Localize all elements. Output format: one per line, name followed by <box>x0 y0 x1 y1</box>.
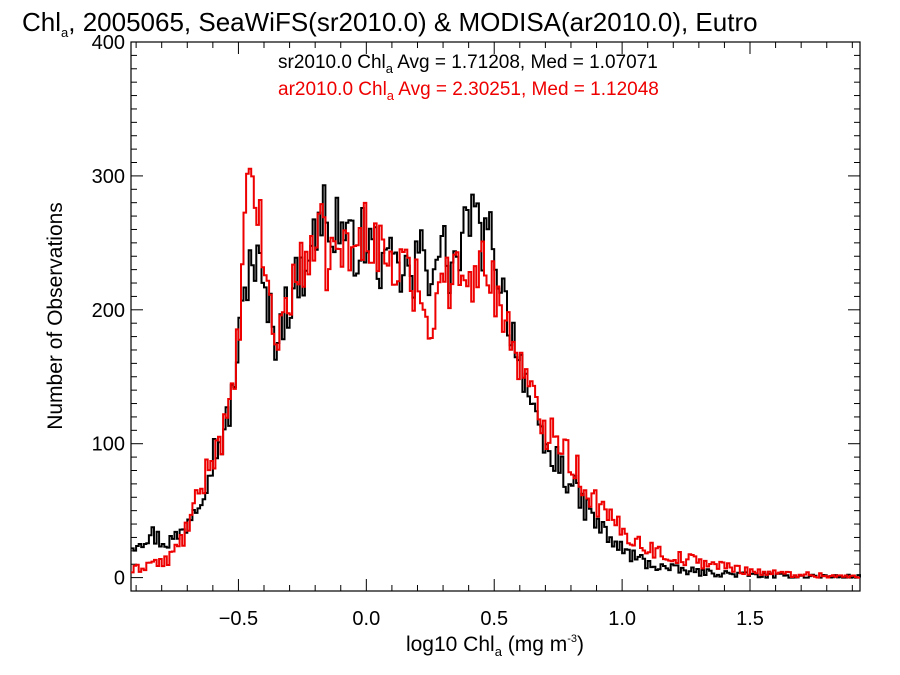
y-ticks: 0 100 200 300 400 <box>92 32 860 590</box>
y-axis-label: Number of Observations <box>44 202 67 430</box>
legend-black-subscript: a <box>386 61 394 76</box>
y-tick-label: 400 <box>92 32 125 54</box>
legend-black-prefix: sr2010.0 Chl <box>278 52 386 73</box>
y-tick-label: 300 <box>92 166 125 188</box>
x-tick-label: −0.5 <box>219 608 258 630</box>
series-group <box>131 167 861 579</box>
histogram-series-red <box>131 167 860 579</box>
x-axis-label-subscript: a <box>495 644 503 659</box>
x-axis-label-suffix: ) <box>577 633 584 656</box>
chart-title-subscript: a <box>61 25 69 40</box>
histogram-series-black <box>131 184 861 579</box>
x-tick-label: 1.5 <box>736 608 764 630</box>
plot-frame <box>130 41 861 592</box>
legend-red-suffix: Avg = 2.30251, Med = 1.12048 <box>394 79 659 100</box>
legend-red-prefix: ar2010.0 Chl <box>278 79 387 100</box>
x-axis-label-middle: (mg m <box>502 633 567 656</box>
x-tick-label: 1.0 <box>608 608 636 630</box>
legend-red-subscript: a <box>387 88 395 103</box>
x-ticks: −0.5 0.0 0.5 1.0 1.5 <box>135 42 853 630</box>
chart-title-suffix: , 2005065, SeaWiFS(sr2010.0) & MODISA(ar… <box>68 7 757 37</box>
y-tick-label: 100 <box>92 434 125 456</box>
x-axis-label-superscript: -3 <box>567 633 577 645</box>
legend-black-suffix: Avg = 1.71208, Med = 1.07071 <box>393 52 658 73</box>
legend-entry-red: ar2010.0 Chla Avg = 2.30251, Med = 1.120… <box>278 79 659 103</box>
x-tick-label: 0.0 <box>352 608 380 630</box>
y-tick-label: 0 <box>114 568 125 590</box>
y-tick-label: 200 <box>92 300 125 322</box>
x-axis-label: log10 Chla (mg m-3) <box>406 633 584 659</box>
x-axis-label-prefix: log10 Chl <box>406 633 495 656</box>
legend-entry-black: sr2010.0 Chla Avg = 1.71208, Med = 1.070… <box>278 52 658 76</box>
chart-title-prefix: Chl <box>22 7 61 37</box>
chart-title: Chla, 2005065, SeaWiFS(sr2010.0) & MODIS… <box>22 7 758 40</box>
x-tick-label: 0.5 <box>480 608 508 630</box>
